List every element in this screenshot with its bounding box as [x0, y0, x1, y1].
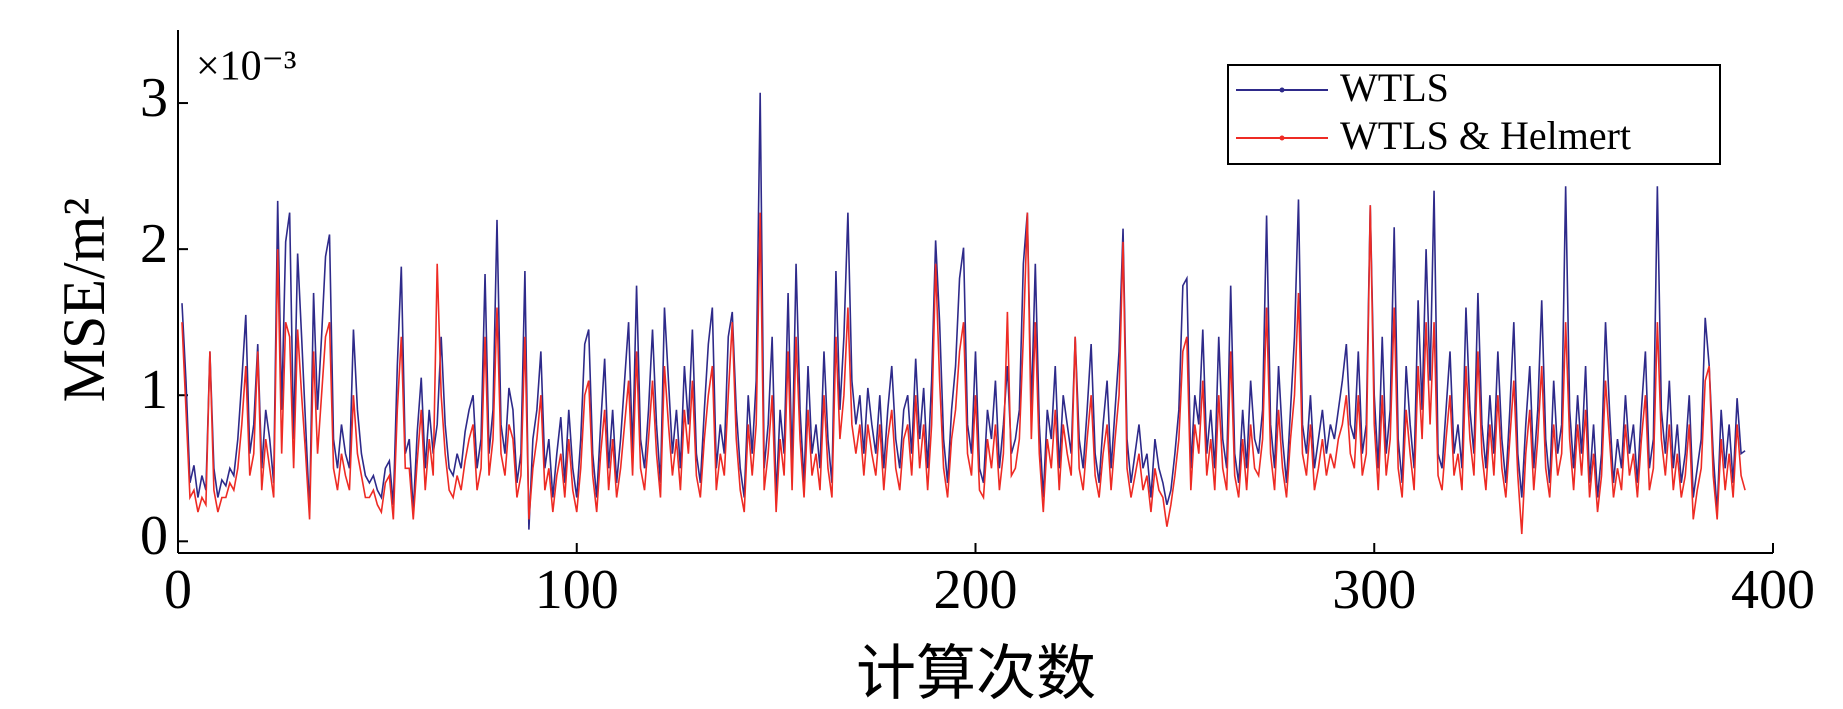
legend-box — [1227, 64, 1721, 165]
series-line — [181, 92, 1746, 530]
x-tick-label: 100 — [535, 559, 619, 621]
legend-label: WTLS & Helmert — [1340, 113, 1631, 158]
multiplier: ×10⁻³ — [196, 44, 296, 90]
series-line — [181, 205, 1746, 535]
x-tick-label: 200 — [934, 559, 1018, 621]
legend-marker — [1279, 87, 1285, 93]
y-tick-label: 2 — [140, 213, 168, 275]
y-tick-label: 1 — [140, 359, 168, 421]
x-tick-label: 300 — [1332, 559, 1416, 621]
y-tick-label: 0 — [140, 505, 168, 567]
y-axis-title: MSE/m² — [51, 198, 117, 403]
legend-label: WTLS — [1340, 65, 1449, 110]
x-axis-title: 计算次数 — [856, 641, 1096, 707]
y-tick-label: 3 — [140, 67, 168, 129]
x-tick-label: 400 — [1731, 559, 1815, 621]
legend-marker — [1279, 135, 1285, 141]
x-tick-label: 0 — [164, 559, 192, 621]
